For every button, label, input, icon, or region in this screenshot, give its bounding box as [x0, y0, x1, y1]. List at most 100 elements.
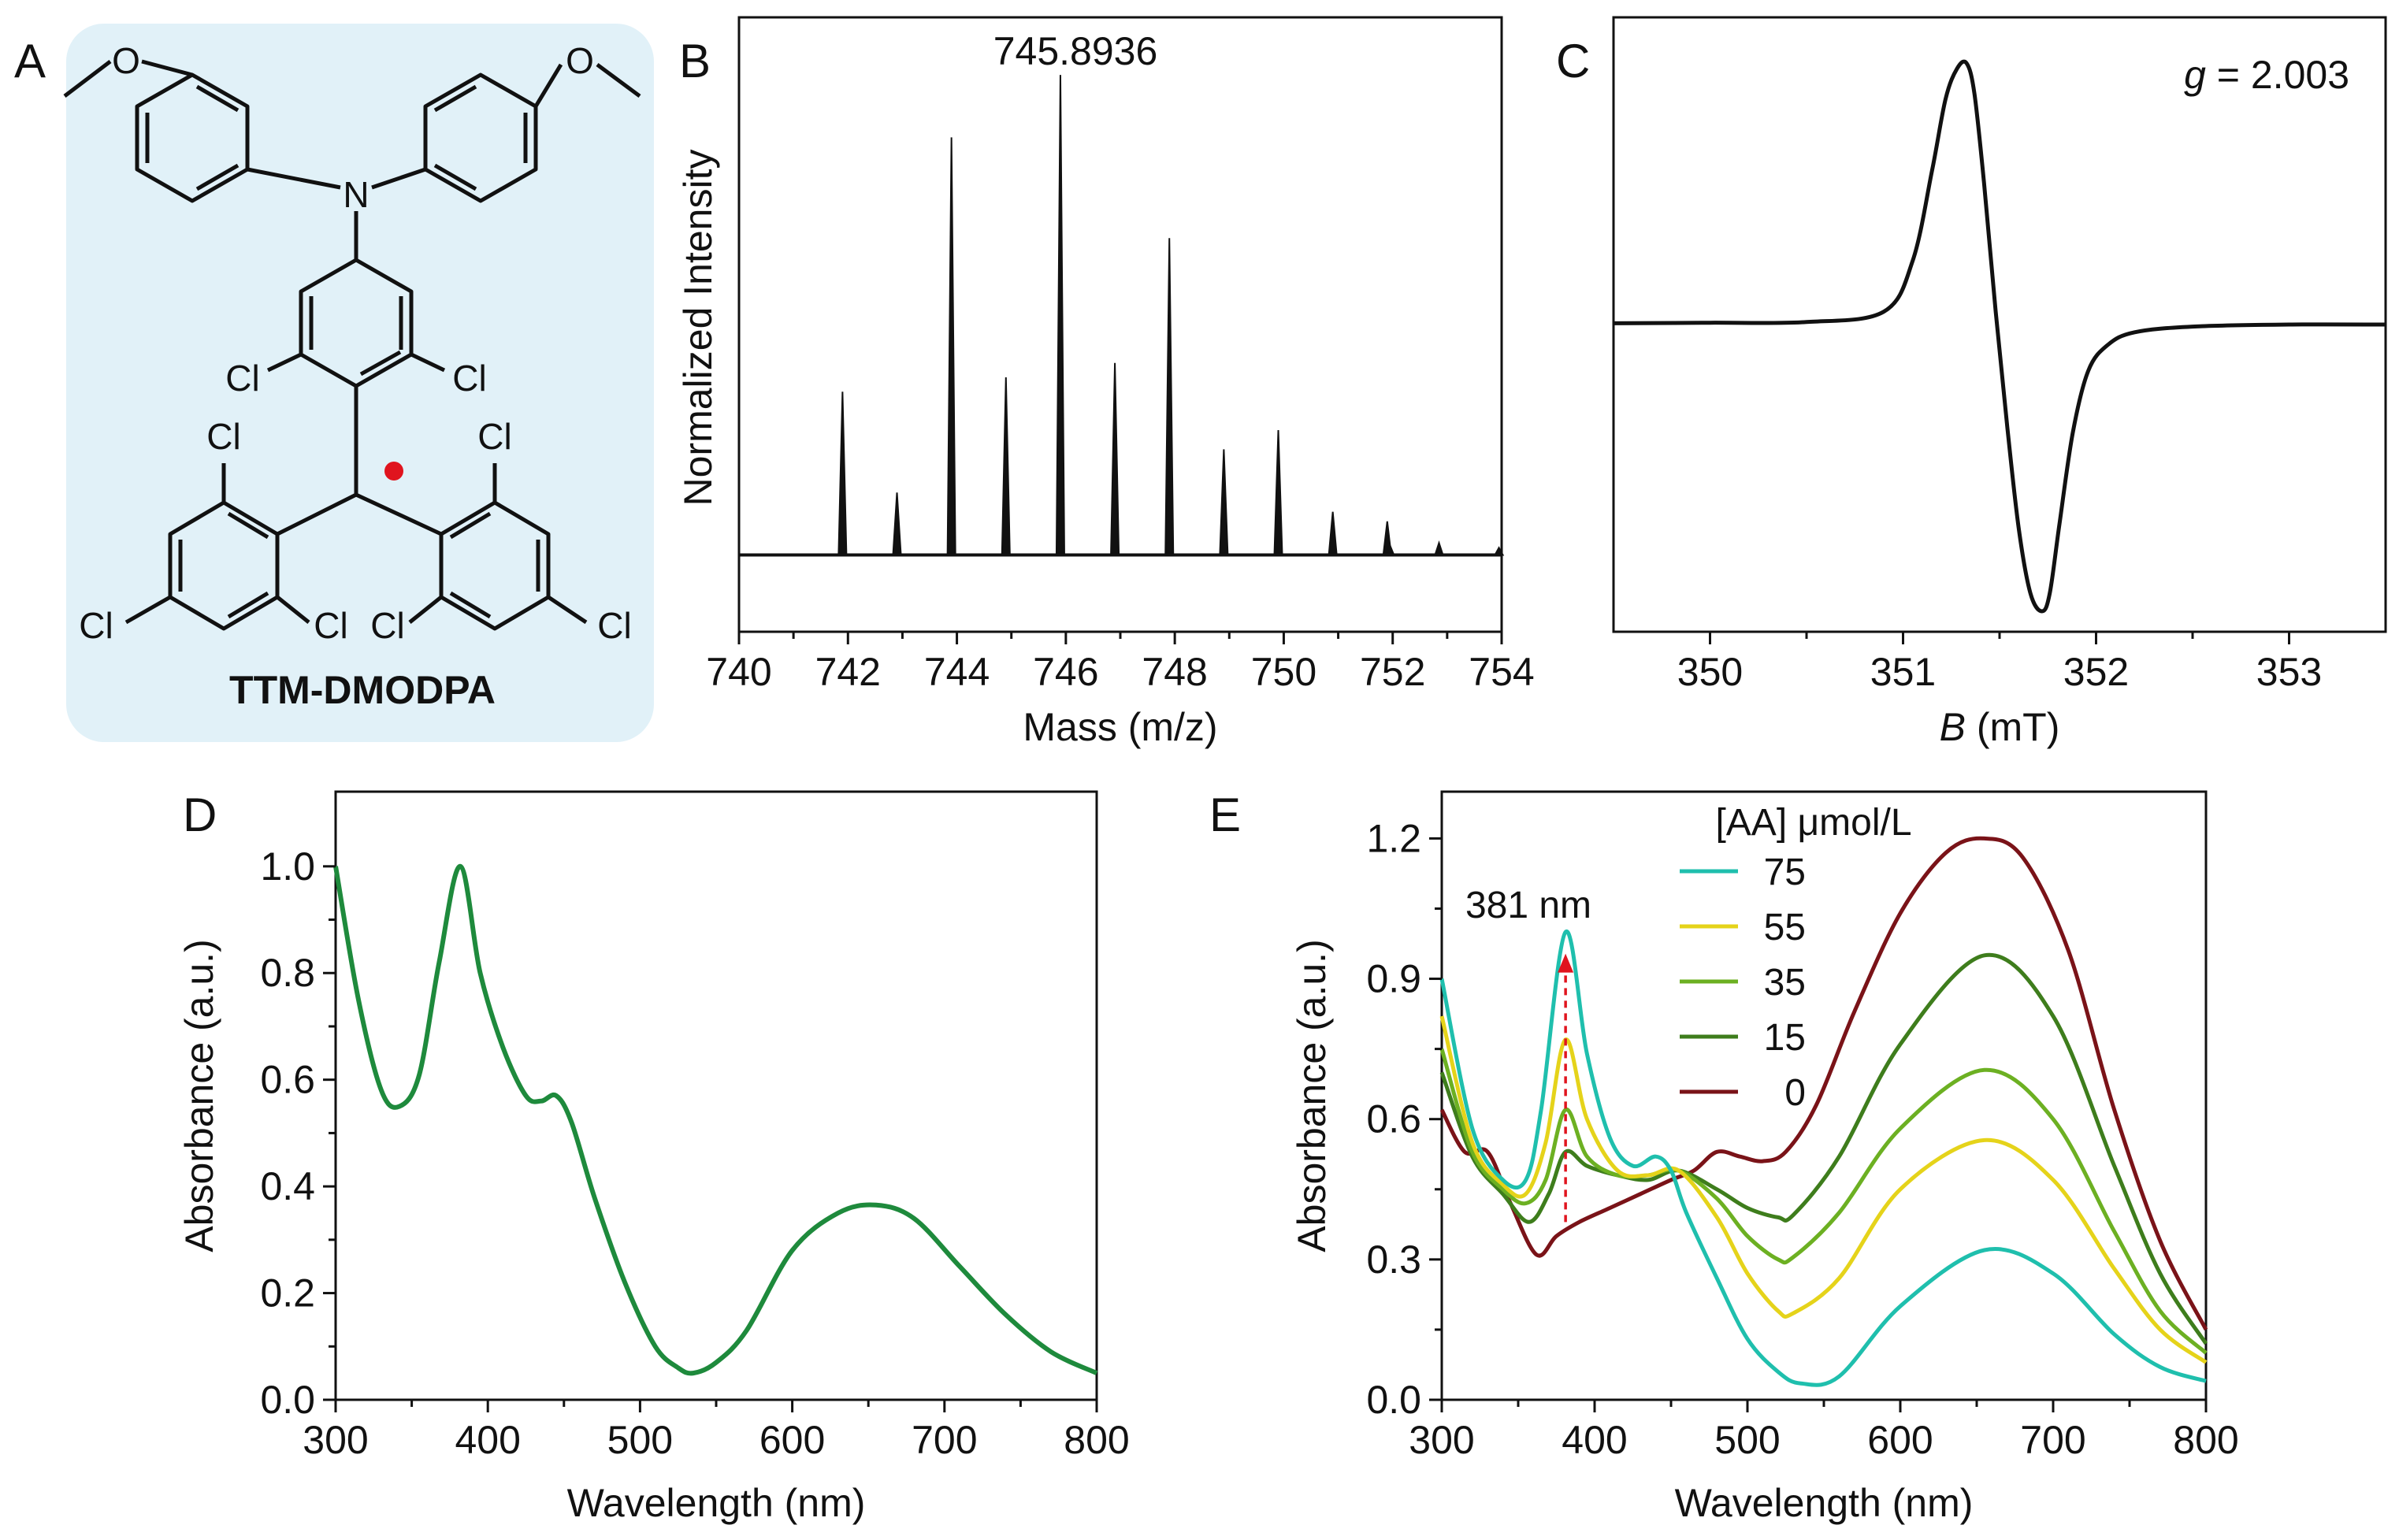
x-axis-e: 300 400 500 600 700 800 — [1409, 1400, 2239, 1462]
spectrum-peak — [946, 137, 956, 556]
x-tick-label: 352 — [2063, 650, 2129, 694]
panel-label-e: E — [1209, 789, 1241, 841]
x-tick-label: 351 — [1870, 650, 1936, 694]
absorbance-line-55 — [1439, 1015, 2208, 1364]
x-tick-label: 700 — [2020, 1418, 2085, 1462]
x-axis-title-c: B (mT) — [1940, 705, 2060, 749]
panel-label-a: A — [14, 35, 46, 87]
spectrum-peak — [1328, 511, 1338, 556]
epr-line — [1613, 59, 2386, 614]
x-tick-label: 353 — [2256, 650, 2322, 694]
cl-label: Cl — [314, 605, 347, 646]
y-axis-title-e: Absorbance (a.u.) — [1290, 939, 1334, 1252]
absorbance-line-15 — [1439, 952, 2208, 1345]
spectrum-peak — [1219, 449, 1229, 556]
y-tick-label: 0.0 — [260, 1378, 315, 1422]
spectrum-peak — [1434, 540, 1444, 556]
cl-label: Cl — [79, 605, 113, 646]
absorbance-line-75 — [1439, 930, 2207, 1387]
y-axis-e: 0.0 0.3 0.6 0.9 1.2 — [1366, 816, 1442, 1422]
trend-arrow-head — [1558, 953, 1574, 973]
y-axis-title-d: Absorbance (a.u.) — [177, 939, 221, 1252]
cl-label: Cl — [477, 416, 511, 457]
x-tick-label: 800 — [2173, 1418, 2238, 1462]
spectrum-peak — [1384, 543, 1395, 556]
x-tick-label: 750 — [1251, 650, 1316, 694]
x-tick-label: 600 — [759, 1418, 825, 1462]
x-tick-label: 752 — [1360, 650, 1425, 694]
cl-label: Cl — [370, 605, 404, 646]
spectrum-peak — [1110, 362, 1120, 556]
compound-name: TTM-DMODPA — [229, 668, 496, 712]
g-value: = 2.003 — [2206, 53, 2349, 97]
epr-curve — [1613, 59, 2386, 614]
nitrogen-label: N — [343, 174, 369, 215]
x-axis-d: 300 400 500 600 700 800 — [303, 1400, 1130, 1462]
legend-e: 75 55 35 15 0 — [1680, 852, 1806, 1114]
x-tick-label: 740 — [706, 650, 771, 694]
legend-label: 15 — [1764, 1017, 1806, 1059]
y-tick-label: 0.2 — [260, 1271, 315, 1315]
cl-label: Cl — [452, 358, 486, 399]
panel-d: D 300 400 500 600 700 800 0.00.20.40.60.81.0 … — [177, 789, 1130, 1525]
cl-label: Cl — [225, 358, 259, 399]
cl-label: Cl — [597, 605, 631, 646]
cl-label: Cl — [206, 416, 240, 457]
x-symbol-c: B — [1940, 705, 1966, 749]
legend-label: 75 — [1764, 852, 1806, 893]
y-tick-label: 0.0 — [1366, 1378, 1421, 1422]
x-axis-title-e: Wavelength (nm) — [1675, 1481, 1974, 1525]
legend-label: 35 — [1764, 962, 1806, 1004]
x-axis-title-b: Mass (m/z) — [1023, 705, 1217, 749]
x-tick-label: 742 — [815, 650, 881, 694]
x-tick-label: 350 — [1677, 650, 1743, 694]
g-factor-annotation: g = 2.003 — [2184, 53, 2349, 97]
y-tick-label: 1.2 — [1366, 816, 1421, 860]
x-tick-label: 600 — [1867, 1418, 1933, 1462]
peak-annotation: 745.8936 — [993, 29, 1158, 73]
plot-frame-d — [334, 790, 1098, 1401]
x-tick-label: 754 — [1469, 650, 1534, 694]
x-tick-label: 748 — [1142, 650, 1207, 694]
legend-label: 0 — [1784, 1072, 1806, 1114]
panel-e: E 300 400 500 600 700 800 0.0 0.3 0.6 0.9 1.2 75 5… — [1209, 789, 2239, 1525]
y-tick-label: 0.3 — [1366, 1238, 1421, 1282]
absorbance-line-35 — [1439, 1048, 2208, 1355]
spectrum-peak — [1164, 238, 1175, 556]
x-tick-label: 700 — [912, 1418, 977, 1462]
panel-label-b: B — [679, 35, 711, 87]
oxygen-label-right: O — [566, 40, 594, 81]
spectrum-peak — [1273, 430, 1283, 556]
x-axis-title-d: Wavelength (nm) — [567, 1481, 866, 1525]
spectrum-peaks — [739, 75, 1505, 557]
spectrum-peak — [837, 391, 848, 556]
x-tick-label: 746 — [1033, 650, 1098, 694]
absorbance-curves-e — [1439, 836, 2208, 1387]
x-unit-c: (mT) — [1966, 705, 2059, 749]
y-tick-label: 0.9 — [1366, 957, 1421, 1001]
radical-dot — [384, 462, 403, 481]
absorbance-curve-d — [333, 863, 1098, 1376]
spectrum-peak — [892, 492, 902, 556]
panel-b: B 740 742 744 746 748 750 752 754 745.8936 Mass… — [676, 16, 1535, 749]
y-tick-label: 0.6 — [260, 1058, 315, 1102]
spectrum-peak — [1001, 377, 1011, 556]
y-tick-label: 1.0 — [260, 844, 315, 889]
x-axis-b: 740 742 744 746 748 750 752 754 — [706, 632, 1535, 694]
panel-a: A — [14, 24, 654, 742]
g-symbol: g — [2184, 53, 2206, 97]
x-axis-c: 350 351 352 353 — [1677, 632, 2322, 694]
y-axis-d: 0.0 0.2 0.4 0.6 0.8 1.0 — [260, 844, 336, 1422]
y-tick-label: 0.6 — [1366, 1097, 1421, 1141]
legend-title: [AA] μmol/L — [1715, 802, 1911, 844]
x-tick-label: 500 — [607, 1418, 673, 1462]
spectrum-peak — [1055, 75, 1065, 556]
x-tick-label: 800 — [1064, 1418, 1129, 1462]
x-tick-label: 400 — [455, 1418, 520, 1462]
x-tick-label: 300 — [303, 1418, 368, 1462]
spectrum-peak — [1493, 546, 1505, 556]
panel-label-c: C — [1556, 35, 1590, 87]
panel-label-d: D — [183, 789, 217, 841]
legend-label: 55 — [1764, 907, 1806, 948]
